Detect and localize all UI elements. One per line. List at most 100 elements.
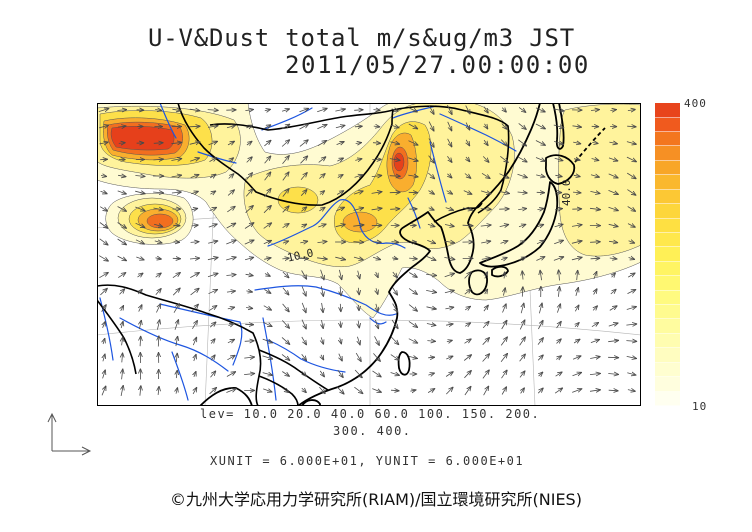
wind-arrow bbox=[135, 176, 145, 177]
wind-arrow bbox=[447, 138, 452, 147]
wind-arrow bbox=[522, 286, 523, 297]
wind-arrow bbox=[482, 321, 489, 329]
wind-arrow bbox=[536, 257, 545, 261]
wind-arrow bbox=[172, 109, 181, 111]
wind-arrow bbox=[576, 287, 579, 297]
wind-arrow bbox=[171, 142, 182, 143]
wind-arrow bbox=[100, 176, 107, 177]
colorbar-segment bbox=[655, 305, 680, 320]
wind-arrow bbox=[573, 142, 581, 144]
wind-arrow bbox=[519, 320, 525, 330]
wind-arrow bbox=[154, 241, 163, 243]
wind-arrow bbox=[427, 341, 435, 342]
wind-arrow bbox=[538, 320, 543, 330]
border-line bbox=[392, 105, 510, 214]
wind-arrow bbox=[321, 337, 323, 344]
wind-arrow bbox=[501, 387, 507, 395]
river bbox=[159, 303, 243, 366]
wind-arrow bbox=[427, 388, 435, 393]
wind-arrow bbox=[518, 224, 526, 226]
river bbox=[267, 339, 346, 373]
wind-arrow bbox=[172, 272, 181, 279]
wind-arrow bbox=[227, 355, 235, 361]
wind-arrow bbox=[354, 126, 363, 127]
wind-arrow bbox=[135, 222, 146, 228]
wind-arrow bbox=[573, 175, 581, 176]
wind-arrow bbox=[226, 125, 236, 128]
wind-arrow bbox=[555, 372, 563, 377]
wind-arrow bbox=[575, 322, 579, 326]
wind-arrow bbox=[336, 141, 345, 144]
wind-arrow bbox=[191, 191, 198, 193]
wind-arrow bbox=[100, 191, 108, 194]
wind-arrow bbox=[485, 123, 488, 129]
wind-arrow bbox=[627, 109, 636, 110]
wind-arrow bbox=[189, 258, 200, 259]
wind-arrow bbox=[229, 158, 234, 162]
wind-arrow bbox=[264, 125, 272, 129]
colorbar-segment bbox=[655, 160, 680, 176]
wind-arrow bbox=[501, 320, 507, 330]
wind-arrow bbox=[211, 355, 215, 361]
wind-arrow bbox=[301, 270, 307, 280]
wind-arrow bbox=[426, 307, 437, 309]
wind-arrow bbox=[483, 305, 489, 312]
wind-arrow bbox=[245, 109, 253, 110]
wind-arrow bbox=[572, 389, 582, 393]
wind-arrow bbox=[340, 321, 341, 328]
wind-arrow bbox=[264, 258, 271, 260]
wind-arrow bbox=[519, 371, 525, 378]
wind-arrow bbox=[594, 289, 598, 295]
border-line bbox=[258, 375, 299, 406]
colorbar-segment bbox=[655, 290, 680, 306]
wind-arrow bbox=[319, 173, 325, 179]
wind-arrow bbox=[176, 336, 178, 347]
wind-arrow bbox=[301, 302, 306, 313]
wind-arrow bbox=[483, 106, 488, 114]
wind-arrow bbox=[522, 271, 523, 280]
wind-arrow bbox=[117, 222, 127, 229]
wind-arrow bbox=[594, 271, 597, 280]
wind-arrow bbox=[521, 303, 524, 314]
wind-arrow bbox=[207, 110, 219, 111]
wind-arrow bbox=[501, 123, 507, 130]
wind-arrow bbox=[299, 124, 309, 130]
wind-arrow bbox=[608, 390, 619, 391]
wind-arrow bbox=[103, 354, 105, 362]
wind-arrow bbox=[262, 356, 274, 359]
river bbox=[171, 351, 189, 401]
wind-arrow bbox=[608, 190, 619, 194]
wind-arrow bbox=[264, 156, 271, 164]
wind-arrow bbox=[408, 123, 418, 129]
wind-arrow bbox=[302, 371, 307, 377]
wind-arrow bbox=[519, 337, 526, 346]
wind-arrow bbox=[590, 191, 600, 193]
wind-arrow bbox=[135, 191, 145, 194]
wind-arrow bbox=[517, 174, 528, 177]
wind-arrow bbox=[609, 241, 618, 242]
wind-arrow bbox=[556, 356, 561, 360]
coastline-hainan bbox=[301, 399, 321, 406]
colorbar-segment bbox=[655, 175, 680, 190]
wind-arrow bbox=[518, 107, 526, 112]
wind-arrow bbox=[211, 339, 215, 344]
wind-arrow bbox=[354, 175, 363, 178]
wind-arrow bbox=[263, 205, 272, 214]
wind-arrow bbox=[339, 269, 341, 280]
wind-arrow bbox=[612, 273, 616, 278]
wind-arrow bbox=[358, 270, 360, 280]
wind-arrow bbox=[337, 369, 344, 378]
wind-arrow bbox=[118, 143, 126, 144]
wind-arrow bbox=[464, 323, 471, 327]
river bbox=[369, 317, 387, 325]
wind-arrow bbox=[322, 302, 324, 313]
wind-arrow bbox=[117, 255, 127, 261]
wind-arrow bbox=[372, 370, 382, 377]
wind-arrow bbox=[392, 258, 398, 259]
wind-arrow bbox=[426, 290, 437, 292]
wind-arrow bbox=[339, 353, 343, 362]
wind-arrow bbox=[485, 272, 488, 279]
wind-arrow bbox=[627, 224, 636, 228]
copyright-notice: ©九州大学応用力学研究所(RIAM)/国立環境研究所(NIES) bbox=[170, 490, 582, 509]
wind-arrow bbox=[244, 223, 254, 229]
